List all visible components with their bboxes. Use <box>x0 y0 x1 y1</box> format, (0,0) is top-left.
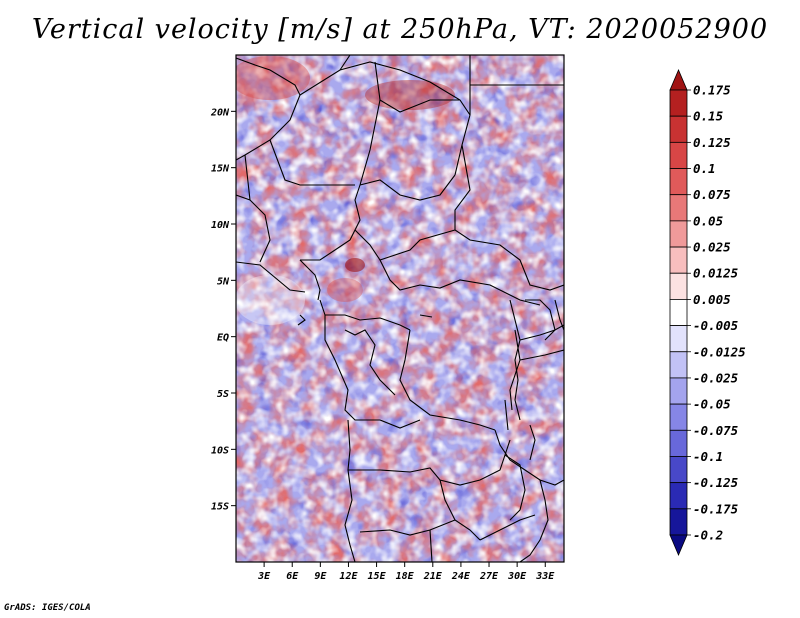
colorbar-segment <box>669 272 688 300</box>
lat-tick-label: 15S <box>211 502 229 513</box>
colorbar-segment <box>669 456 688 484</box>
velocity-field <box>236 55 564 562</box>
lon-tick-label: 24E <box>451 571 471 582</box>
country-borders <box>236 55 564 562</box>
colorbar-label: 0.075 <box>693 187 731 202</box>
colorbar-label: -0.05 <box>693 397 731 412</box>
colorbar-segment <box>669 89 688 117</box>
colorbar-label: -0.2 <box>693 528 723 543</box>
lon-tick-label: 9E <box>314 571 327 582</box>
colorbar-segment <box>669 508 688 536</box>
lat-tick-label: 5N <box>217 276 230 287</box>
lat-tick-label: 20N <box>210 107 230 118</box>
colorbar-segment <box>669 351 688 379</box>
colorbar-segment <box>669 429 688 457</box>
lon-tick-label: 18E <box>396 571 415 582</box>
colorbar-label: 0.05 <box>693 213 724 228</box>
colorbar-label: 0.175 <box>693 83 731 98</box>
colorbar-label: -0.005 <box>693 318 739 333</box>
colorbar-bottom-arrow <box>669 534 688 557</box>
colorbar-label: 0.125 <box>693 135 731 150</box>
lat-tick-label: 10S <box>211 445 229 456</box>
colorbar-label: -0.1 <box>693 449 723 464</box>
lon-tick-label: 30E <box>507 571 527 582</box>
lon-tick-label: 21E <box>423 571 443 582</box>
lon-tick-label: 33E <box>535 571 555 582</box>
colorbar-segment <box>669 403 688 431</box>
chart-title: Vertical velocity [m/s] at 250hPa, VT: 2… <box>31 14 769 45</box>
lat-tick-label: 15N <box>211 164 230 175</box>
colorbar-segment <box>669 377 688 405</box>
lon-tick-label: 27E <box>479 571 499 582</box>
lon-tick-label: 3E <box>257 571 271 582</box>
colorbar-top-arrow <box>669 68 688 91</box>
colorbar-segment <box>669 220 688 248</box>
colorbar-segment <box>669 168 688 196</box>
lon-tick-label: 15E <box>368 571 387 582</box>
colorbar-segment <box>669 482 688 510</box>
colorbar: 0.175 0.15 0.125 0.1 0.075 0.05 0.025 0.0125 0.0… <box>669 68 746 557</box>
colorbar-label: 0.005 <box>693 292 731 307</box>
colorbar-label: -0.0125 <box>693 344 746 359</box>
lat-tick-label: 10N <box>211 220 230 231</box>
colorbar-label: -0.175 <box>693 501 739 516</box>
colorbar-label: -0.125 <box>693 475 739 490</box>
map-frame <box>235 54 565 563</box>
latitude-axis: 20N 15N 10N 5N EQ 5S 10S 15S <box>210 107 236 513</box>
colorbar-segment <box>669 325 688 353</box>
colorbar-segment <box>669 141 688 169</box>
lat-tick-label: 5S <box>217 389 229 400</box>
colorbar-segment <box>669 299 688 326</box>
colorbar-segment <box>669 246 688 274</box>
colorbar-segment <box>669 115 688 143</box>
grads-credit: GrADS: IGES/COLA <box>4 603 91 613</box>
colorbar-label: -0.025 <box>693 370 739 385</box>
lon-tick-label: 6E <box>286 571 299 582</box>
colorbar-label: -0.075 <box>693 423 739 438</box>
lat-tick-label: EQ <box>217 333 229 344</box>
colorbar-label: 0.025 <box>693 240 731 255</box>
colorbar-label: 0.0125 <box>693 266 739 281</box>
colorbar-label: 0.15 <box>693 109 724 124</box>
colorbar-label: 0.1 <box>693 161 716 176</box>
lon-tick-label: 12E <box>339 571 358 582</box>
longitude-axis: 3E 6E 9E 12E 15E 18E 21E 24E 27E 30E 33E <box>257 562 555 582</box>
colorbar-segment <box>669 194 688 222</box>
